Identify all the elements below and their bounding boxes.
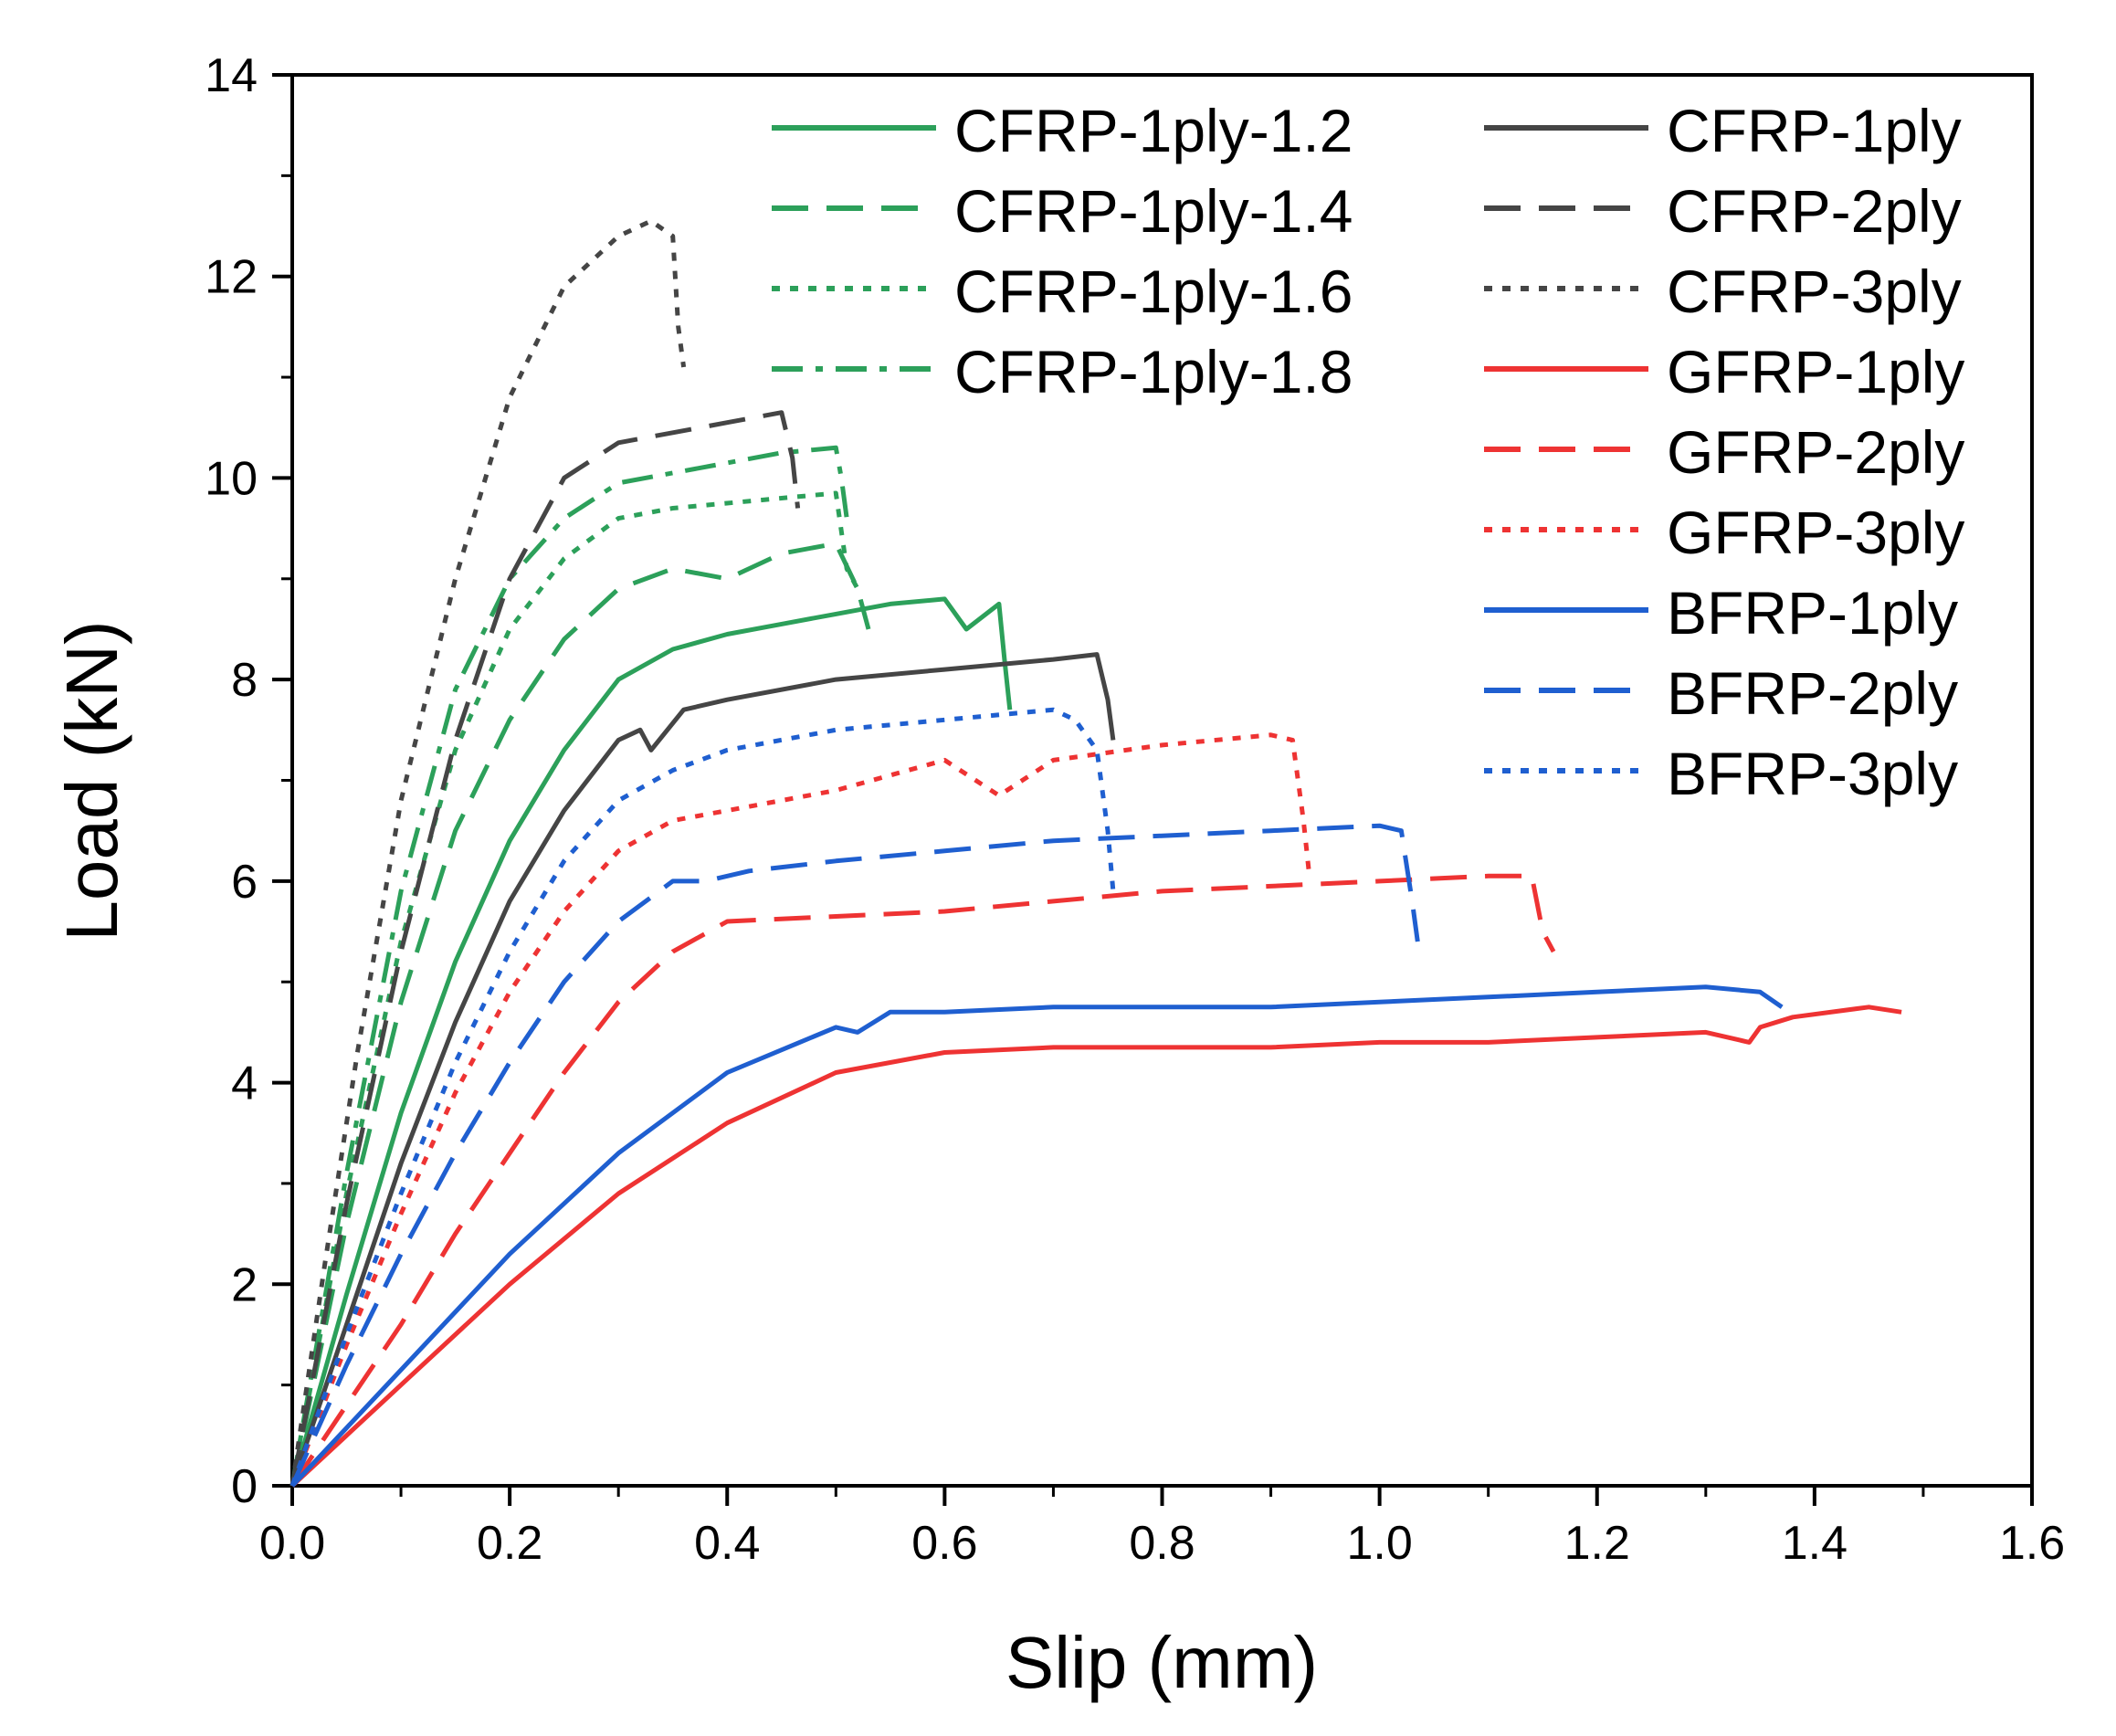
x-tick-label: 0.6 (911, 1517, 977, 1570)
legend-label: BFRP-1ply (1667, 579, 1958, 647)
legend-label: GFRP-3ply (1667, 499, 1964, 566)
y-tick-label: 4 (231, 1057, 258, 1110)
legend-label: CFRP-1ply (1667, 97, 1962, 164)
x-tick-label: 1.4 (1782, 1517, 1848, 1570)
series-line-cfrp-1ply (290, 652, 1116, 1487)
x-tick-label: 1.0 (1346, 1517, 1412, 1570)
y-tick-label: 6 (231, 856, 258, 909)
series-line-cfrp-1ply-1-8 (290, 445, 849, 1487)
series-line-gfrp-1ply (290, 1005, 1902, 1488)
legend-label: GFRP-1ply (1667, 338, 1964, 405)
y-tick-label: 0 (231, 1460, 258, 1513)
series-line-cfrp-1ply-1-2 (290, 596, 1013, 1487)
y-tick-label: 14 (205, 49, 258, 102)
legend-label: CFRP-1ply-1.4 (954, 177, 1353, 245)
x-tick-label: 0.8 (1129, 1517, 1195, 1570)
series-lines (290, 218, 1902, 1488)
legend-label: BFRP-2ply (1667, 659, 1958, 727)
axis-ticks: 0.0 0.2 0.4 0.6 0.8 1.0 1.2 1.4 1.6 0 2 4 6 8 10 12 14 (205, 49, 2065, 1570)
y-tick-label: 12 (205, 251, 258, 304)
x-tick-label: 1.6 (1999, 1517, 2065, 1570)
y-axis-title: Load (kN) (51, 620, 132, 941)
legend: CFRP-1ply-1.2 CFRP-1ply-1.4 CFRP-1ply-1.6 C… (772, 97, 1964, 807)
legend-label: CFRP-1ply-1.6 (954, 258, 1353, 325)
x-tick-label: 1.2 (1564, 1517, 1630, 1570)
legend-label: CFRP-1ply-1.2 (954, 97, 1353, 164)
legend-label: CFRP-1ply-1.8 (954, 338, 1353, 405)
y-tick-label: 10 (205, 452, 258, 505)
series-line-cfrp-2ply (290, 410, 801, 1487)
series-line-gfrp-3ply (290, 732, 1311, 1487)
series-line-cfrp-1ply-1-4 (290, 541, 871, 1487)
legend-label: CFRP-2ply (1667, 177, 1962, 245)
series-line-cfrp-3ply (290, 218, 687, 1487)
legend-label: CFRP-3ply (1667, 258, 1962, 325)
x-tick-label: 0.0 (259, 1517, 325, 1570)
x-tick-label: 0.4 (694, 1517, 760, 1570)
x-axis-title: Slip (mm) (1005, 1622, 1318, 1703)
legend-label: GFRP-2ply (1667, 418, 1964, 486)
legend-label: BFRP-3ply (1667, 740, 1958, 807)
y-tick-label: 8 (231, 654, 258, 707)
series-line-cfrp-1ply-1-6 (290, 490, 860, 1487)
y-tick-label: 2 (231, 1258, 258, 1311)
x-tick-label: 0.2 (477, 1517, 542, 1570)
series-line-gfrp-2ply (290, 873, 1556, 1488)
series-line-bfrp-2ply (290, 823, 1420, 1488)
series-line-bfrp-1ply (290, 984, 1784, 1488)
